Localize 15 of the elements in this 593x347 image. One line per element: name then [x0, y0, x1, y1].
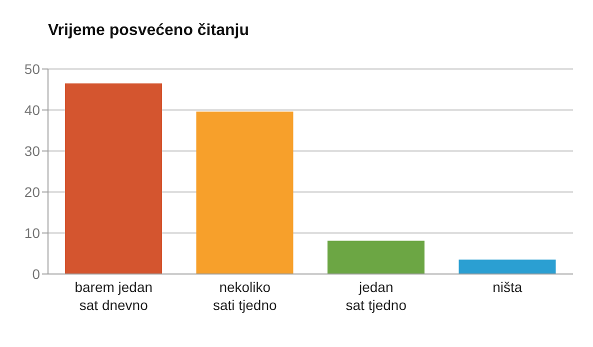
bar [196, 112, 294, 274]
y-tick-label: 20 [24, 184, 40, 200]
bar [328, 240, 424, 274]
y-tick-label: 10 [24, 224, 40, 241]
x-tick-label: barem jedan sat dnevno [74, 279, 153, 313]
x-tick-label: nekoliko sati tjedno [212, 279, 277, 313]
bar [65, 83, 162, 274]
chart-title: Vrijeme posvećeno čitanju [48, 22, 249, 40]
x-tick-label: jedan sat tjedno [346, 279, 407, 313]
x-tick-label: ništa [492, 279, 522, 295]
y-tick-label: 40 [24, 102, 40, 118]
y-tick-label: 0 [32, 266, 40, 282]
y-tick-label: 30 [24, 142, 40, 159]
bar [458, 260, 556, 274]
y-tick-label: 50 [24, 60, 40, 77]
